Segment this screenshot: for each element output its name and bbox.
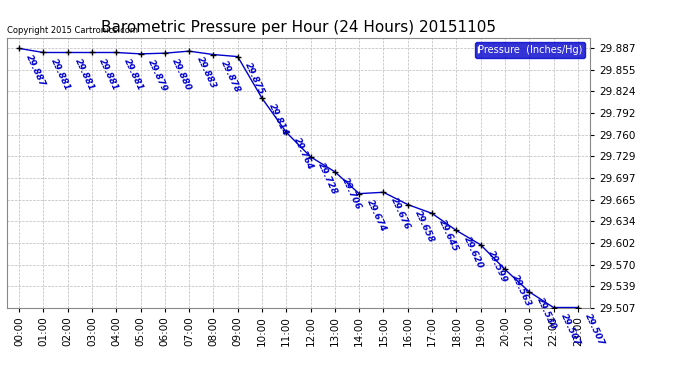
Text: 29.674: 29.674	[365, 198, 388, 233]
Text: 29.881: 29.881	[73, 57, 96, 92]
Text: 29.507: 29.507	[559, 312, 582, 347]
Text: 29.599: 29.599	[486, 249, 509, 284]
Text: 29.887: 29.887	[25, 53, 48, 88]
Legend: Pressure  (Inches/Hg): Pressure (Inches/Hg)	[475, 42, 585, 58]
Text: 29.530: 29.530	[535, 296, 558, 331]
Text: 29.764: 29.764	[292, 136, 315, 172]
Text: 29.676: 29.676	[389, 196, 412, 232]
Text: 29.814: 29.814	[268, 102, 290, 138]
Text: 29.881: 29.881	[121, 57, 145, 92]
Text: 29.878: 29.878	[219, 59, 241, 94]
Text: Copyright 2015 Cartronics.com: Copyright 2015 Cartronics.com	[7, 26, 138, 35]
Title: Barometric Pressure per Hour (24 Hours) 20151105: Barometric Pressure per Hour (24 Hours) …	[101, 20, 496, 35]
Text: 29.563: 29.563	[511, 273, 533, 309]
Text: 29.728: 29.728	[316, 161, 339, 196]
Text: 29.880: 29.880	[170, 57, 193, 93]
Text: 29.507: 29.507	[583, 312, 606, 347]
Text: 29.881: 29.881	[49, 57, 72, 92]
Text: 29.875: 29.875	[244, 61, 266, 96]
Text: 29.658: 29.658	[413, 209, 436, 244]
Text: 29.881: 29.881	[97, 57, 120, 92]
Text: 29.620: 29.620	[462, 235, 484, 270]
Text: 29.645: 29.645	[437, 217, 460, 253]
Text: 29.883: 29.883	[195, 55, 217, 90]
Text: 29.706: 29.706	[340, 176, 363, 211]
Text: 29.879: 29.879	[146, 58, 169, 93]
